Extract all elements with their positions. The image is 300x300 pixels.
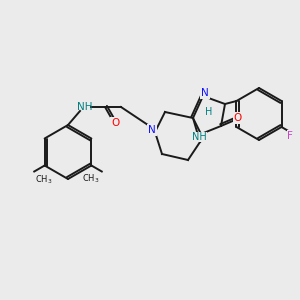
Text: H: H (205, 107, 213, 117)
Text: NH: NH (77, 102, 93, 112)
Text: N: N (201, 88, 209, 98)
Text: N: N (148, 125, 156, 135)
Text: O: O (234, 113, 242, 123)
Text: CH$_3$: CH$_3$ (82, 172, 100, 185)
Text: O: O (111, 118, 119, 128)
Text: NH: NH (192, 132, 206, 142)
Text: F: F (287, 131, 293, 141)
Text: CH$_3$: CH$_3$ (35, 173, 53, 186)
